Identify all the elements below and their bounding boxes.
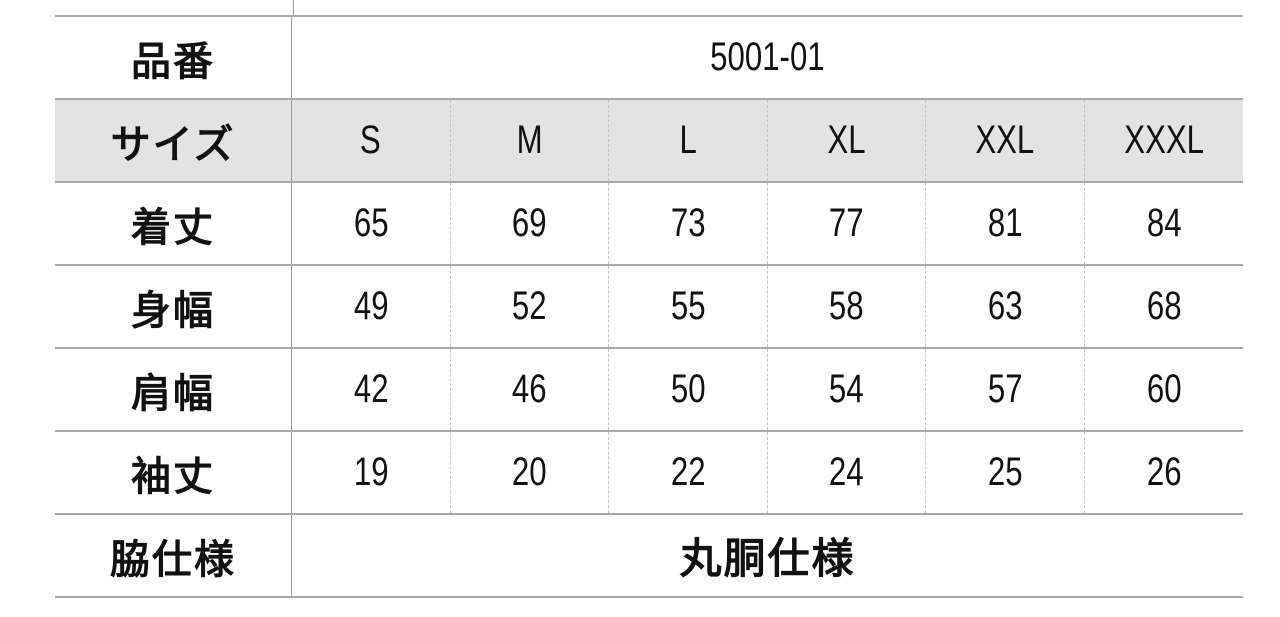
cell: 55 <box>608 264 768 349</box>
cell: 65 <box>291 181 451 266</box>
cell: 54 <box>766 347 926 432</box>
cell: 60 <box>1083 347 1243 432</box>
size-header: XXXL <box>1083 98 1243 183</box>
row-label: 肩幅 <box>55 347 292 432</box>
cell: 19 <box>291 430 451 515</box>
cell: 49 <box>291 264 451 349</box>
size-header: S <box>291 98 451 183</box>
cell: 50 <box>608 347 768 432</box>
side-value: 丸胴仕様 <box>291 513 1243 598</box>
cell: 73 <box>608 181 768 266</box>
cell: 42 <box>291 347 451 432</box>
size-label: サイズ <box>55 98 292 183</box>
side-spec-row: 脇仕様 丸胴仕様 <box>55 513 1243 598</box>
product-row: 品番 5001-01 <box>55 15 1243 100</box>
cell: 58 <box>766 264 926 349</box>
size-header-row: サイズ S M L XL XXL XXXL <box>55 98 1243 183</box>
cell: 26 <box>1083 430 1243 515</box>
cell: 22 <box>608 430 768 515</box>
row-label: 身幅 <box>55 264 292 349</box>
table-row: 袖丈 19 20 22 24 25 26 <box>55 430 1243 515</box>
cell: 77 <box>766 181 926 266</box>
size-header: XL <box>766 98 926 183</box>
product-label: 品番 <box>55 15 292 100</box>
cell: 69 <box>449 181 609 266</box>
row-label: 袖丈 <box>55 430 292 515</box>
cell: 57 <box>925 347 1085 432</box>
product-code: 5001-01 <box>291 15 1243 100</box>
cell: 46 <box>449 347 609 432</box>
table-row: 身幅 49 52 55 58 63 68 <box>55 264 1243 349</box>
table-divider-stub <box>293 0 294 15</box>
table-row: 肩幅 42 46 50 54 57 60 <box>55 347 1243 432</box>
size-header: XXL <box>925 98 1085 183</box>
cell: 63 <box>925 264 1085 349</box>
table-row: 着丈 65 69 73 77 81 84 <box>55 181 1243 266</box>
row-label: 着丈 <box>55 181 292 266</box>
cell: 20 <box>449 430 609 515</box>
cell: 25 <box>925 430 1085 515</box>
size-header: L <box>608 98 768 183</box>
cell: 84 <box>1083 181 1243 266</box>
cell: 52 <box>449 264 609 349</box>
cell: 68 <box>1083 264 1243 349</box>
size-header: M <box>449 98 609 183</box>
cell: 24 <box>766 430 926 515</box>
size-chart-table: 品番 5001-01 サイズ S M L XL XXL XXXL 着丈 65 6… <box>55 15 1243 598</box>
side-label: 脇仕様 <box>55 513 292 598</box>
cell: 81 <box>925 181 1085 266</box>
